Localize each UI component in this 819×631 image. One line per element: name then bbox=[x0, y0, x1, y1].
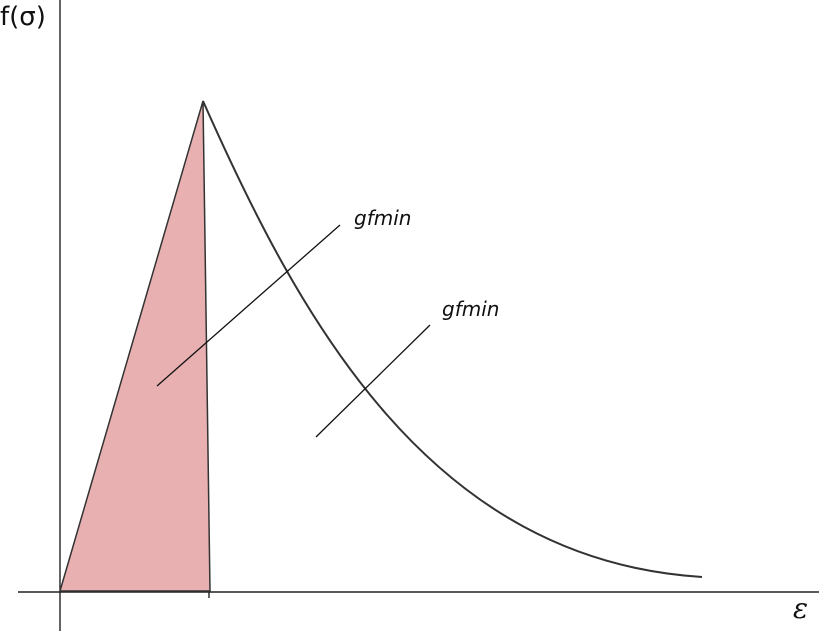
annotation-label-2: gfmin bbox=[442, 297, 500, 321]
softening-curve bbox=[202, 100, 703, 578]
y-axis-label: f(σ) bbox=[0, 2, 46, 32]
annotation-label-1: gfmin bbox=[354, 206, 412, 230]
annotation-leader-2 bbox=[315, 324, 431, 438]
shaded-triangle-region bbox=[58, 100, 211, 592]
x-axis-label: ε bbox=[793, 592, 809, 625]
annotation-leader-1 bbox=[156, 224, 341, 387]
